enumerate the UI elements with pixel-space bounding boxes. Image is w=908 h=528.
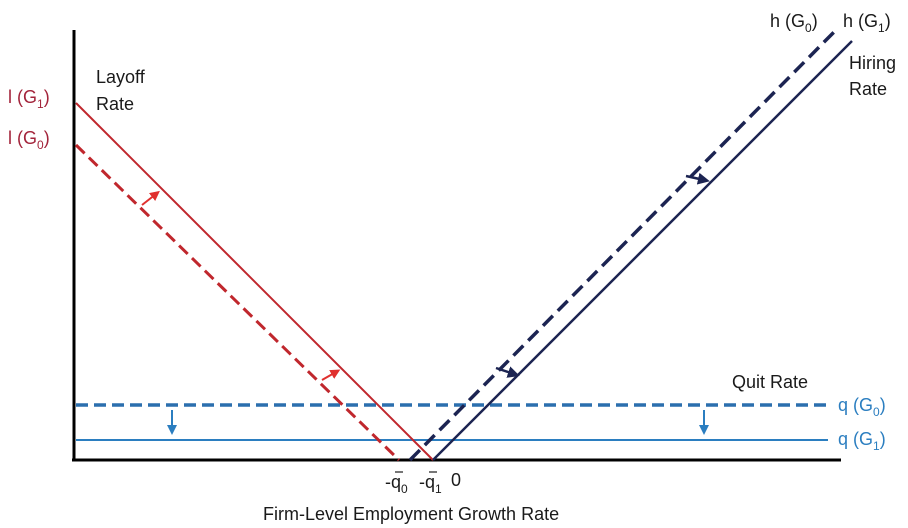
layoff-shift-arrow-lower bbox=[321, 369, 341, 381]
hiring-rate-label-line2: Rate bbox=[849, 79, 887, 99]
hiring-shift-arrow-upper bbox=[685, 172, 710, 185]
quit-g1-label: q (G1) bbox=[838, 429, 886, 453]
hiring-g0-label: h (G0) bbox=[770, 11, 818, 35]
layoff-rate-label-line2: Rate bbox=[96, 94, 134, 114]
layoff-line-g1 bbox=[75, 102, 434, 461]
layoff-g0-label: l (G0) bbox=[8, 128, 50, 152]
tick-zero-label: 0 bbox=[451, 470, 461, 490]
hiring-line-g0 bbox=[408, 26, 840, 462]
tick-q1-label: -q1 bbox=[419, 472, 442, 496]
x-axis-title: Firm-Level Employment Growth Rate bbox=[263, 504, 559, 524]
quit-g0-label: q (G0) bbox=[838, 395, 886, 419]
quit-rate-label: Quit Rate bbox=[732, 372, 808, 392]
layoff-shift-arrow-upper bbox=[141, 190, 160, 206]
tick-q0-label: -q0 bbox=[385, 472, 408, 496]
hiring-g1-label: h (G1) bbox=[843, 11, 891, 35]
layoff-g1-label: l (G1) bbox=[8, 87, 50, 111]
hiring-shift-arrow-lower bbox=[495, 366, 520, 378]
hiring-rate-label-line1: Hiring bbox=[849, 53, 896, 73]
hiring-line-g1 bbox=[432, 40, 853, 461]
layoff-line-g0 bbox=[74, 143, 401, 462]
layoff-rate-label-line1: Layoff bbox=[96, 67, 146, 87]
